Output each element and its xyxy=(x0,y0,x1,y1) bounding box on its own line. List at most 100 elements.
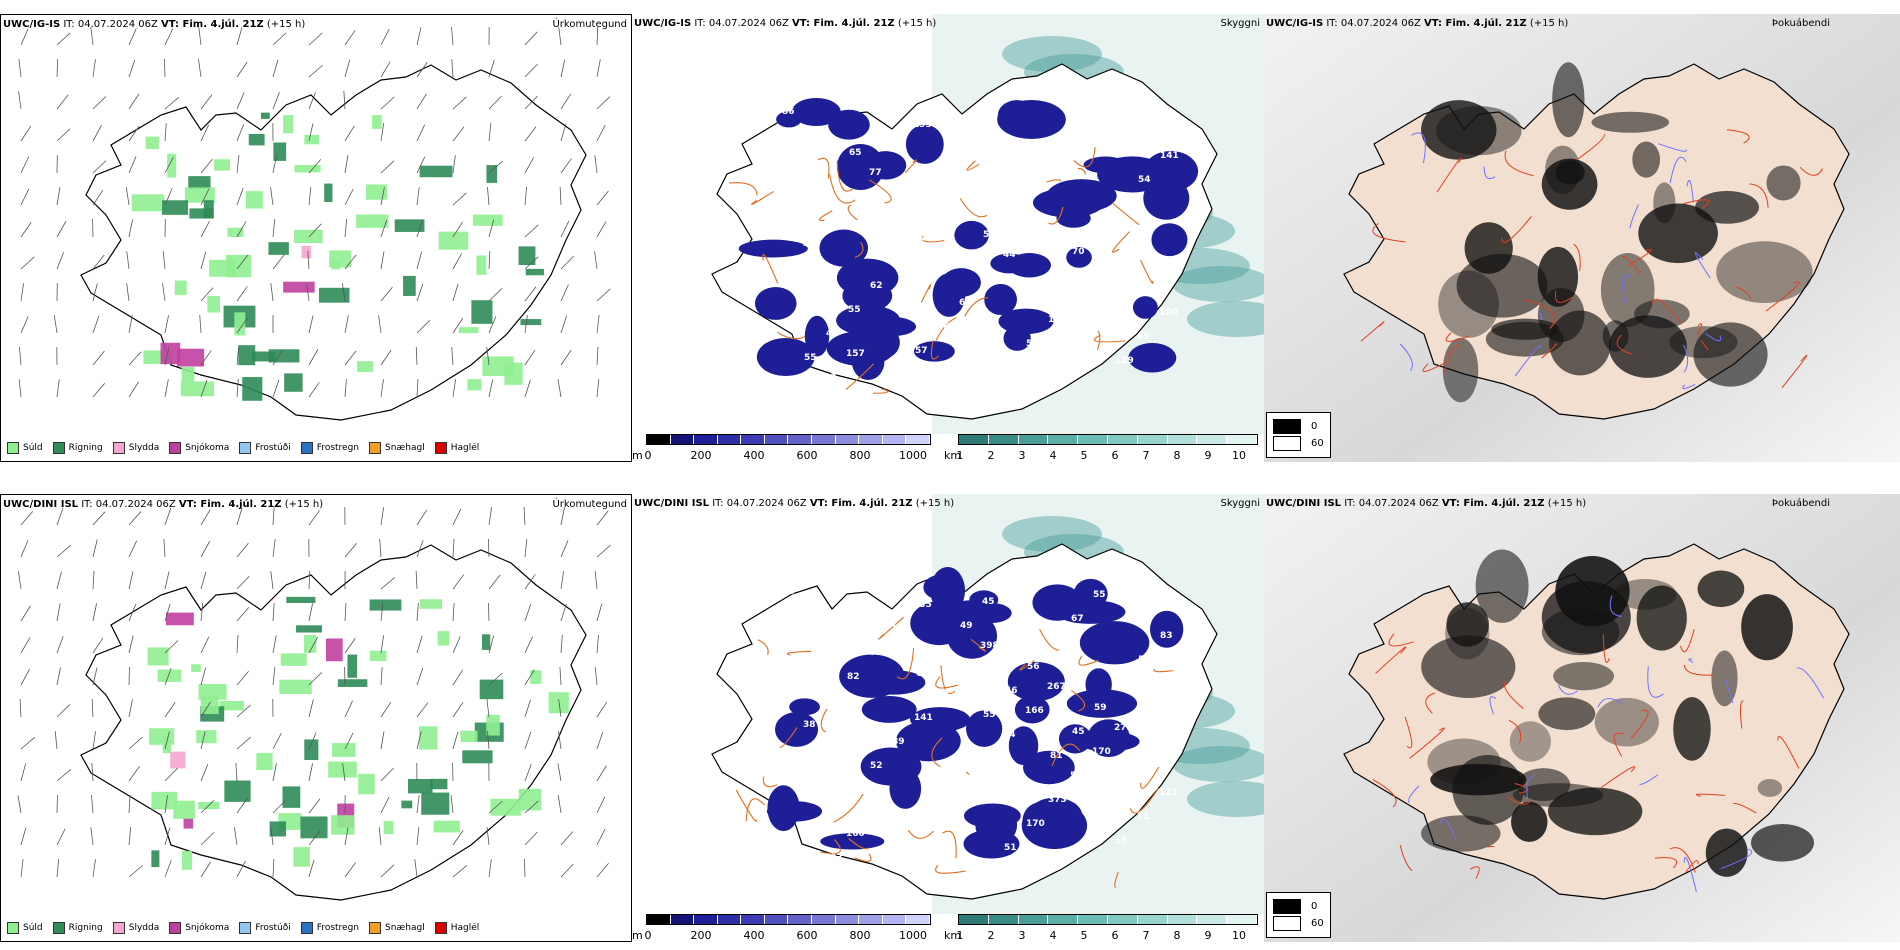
precip-cell xyxy=(530,670,542,684)
cloud-base-label: 188 xyxy=(801,764,820,774)
road-line xyxy=(930,340,939,360)
wind-barb xyxy=(272,92,280,110)
wind-barb xyxy=(200,571,207,590)
legend-item: Snjókoma xyxy=(169,442,229,454)
wind-barb xyxy=(308,349,319,366)
wind-barb xyxy=(270,283,274,302)
wind-barb xyxy=(344,350,357,366)
road-line xyxy=(1541,343,1558,359)
cloud-base-area xyxy=(1003,325,1031,351)
wind-barb xyxy=(560,158,572,174)
road-line xyxy=(878,616,904,640)
wind-barb xyxy=(488,59,495,78)
colorbar-step xyxy=(670,435,695,444)
wind-barb xyxy=(200,379,208,398)
wind-barb xyxy=(92,160,107,174)
legend-swatch xyxy=(7,922,19,934)
legend-label: Slydda xyxy=(128,443,160,453)
road-line xyxy=(1685,860,1699,873)
cloud-base-label: 52 xyxy=(1138,655,1151,665)
wind-barb xyxy=(560,540,569,558)
wind-barb xyxy=(452,283,459,302)
wind-barb xyxy=(92,667,98,686)
wind-barb xyxy=(126,283,130,302)
road-line xyxy=(1695,793,1725,797)
precip-cell xyxy=(525,268,544,276)
wind-barb xyxy=(200,188,210,206)
road-line xyxy=(818,210,833,222)
colorbar-tick: 600 xyxy=(796,929,818,942)
wind-barb xyxy=(92,315,100,334)
wind-barb xyxy=(128,219,133,238)
wind-barb xyxy=(56,667,61,686)
wind-barb xyxy=(596,59,601,78)
cloud-base-label: 59 xyxy=(1094,703,1107,713)
precip-cell xyxy=(238,345,256,366)
precip-cell xyxy=(283,115,294,134)
legend-label: Frostúði xyxy=(255,443,291,453)
low-visibility-area xyxy=(1172,266,1264,302)
cloud-base-label: 53 xyxy=(824,373,837,383)
colorbar-tick: 600 xyxy=(796,449,818,462)
wind-barb xyxy=(524,539,528,558)
road-line xyxy=(1469,866,1480,879)
wind-barb xyxy=(344,732,354,750)
road-line xyxy=(1639,774,1659,786)
wind-barb xyxy=(488,602,490,622)
colorbar-strip xyxy=(958,434,1258,445)
panel-type-label: Úrkomutegund xyxy=(552,19,627,30)
fog-area xyxy=(1446,602,1489,647)
precip-cell xyxy=(462,750,493,764)
road-line xyxy=(1613,732,1624,757)
wind-barb xyxy=(200,541,211,558)
cloud-base-area xyxy=(1023,750,1075,785)
precip-cell xyxy=(430,778,448,790)
precip-cell xyxy=(460,730,478,742)
colorbar-tick: 7 xyxy=(1142,449,1150,462)
colorbar-step xyxy=(764,915,789,924)
wind-barb xyxy=(452,829,464,846)
wind-barb xyxy=(308,798,321,814)
cloud-base-label: 170 xyxy=(1092,747,1111,757)
visibility-panel-row2: UWC/DINI ISL IT: 04.07.2024 06Z VT: Fim.… xyxy=(632,494,1264,942)
panel-title: UWC/DINI ISL IT: 04.07.2024 06Z VT: Fim.… xyxy=(1266,498,1587,509)
wind-barb xyxy=(18,379,22,398)
panel-type-label: Þokuábendi xyxy=(1771,18,1830,29)
cloud-base-label: 47 xyxy=(802,607,815,617)
wind-barb xyxy=(524,157,535,174)
wind-barb xyxy=(164,767,178,782)
colorbar-tick: 2 xyxy=(987,449,995,462)
colorbar-step xyxy=(859,915,883,924)
cloud-base-area xyxy=(954,220,989,250)
precip-cell xyxy=(273,142,287,161)
wind-barb xyxy=(344,543,357,558)
colorbar-tick: 0 xyxy=(644,449,652,462)
precip-cell xyxy=(369,599,402,611)
cloud-base-label: 135 xyxy=(913,600,932,610)
precip-cell xyxy=(188,176,211,190)
colorbar-step xyxy=(835,915,860,924)
wind-barb xyxy=(164,315,169,334)
wind-barb xyxy=(164,507,172,526)
cloud-base-label: 57 xyxy=(1026,339,1039,349)
wind-barb xyxy=(596,828,606,846)
legend-label: Snæhagl xyxy=(385,443,425,453)
wind-barb xyxy=(56,32,71,46)
colorbar-tick: 8 xyxy=(1173,929,1181,942)
precip-panel-row1: UWC/IG-IS IT: 04.07.2024 06Z VT: Fim. 4.… xyxy=(0,14,632,462)
wind-barb xyxy=(92,254,105,270)
cloud-base-label: 45 xyxy=(825,696,838,706)
precip-cell xyxy=(181,366,195,382)
wind-barb xyxy=(380,379,384,398)
fog-area xyxy=(1711,650,1738,707)
precip-cell xyxy=(437,631,450,646)
wind-barb xyxy=(236,27,243,46)
cloud-base-label: 141 xyxy=(914,713,933,723)
fog-area xyxy=(1538,697,1596,731)
precip-cell xyxy=(433,820,460,833)
fog-area xyxy=(1545,145,1581,195)
wind-barb xyxy=(164,571,170,590)
wind-barb xyxy=(164,667,172,686)
road-line xyxy=(1720,848,1753,870)
wind-barb xyxy=(486,827,490,846)
